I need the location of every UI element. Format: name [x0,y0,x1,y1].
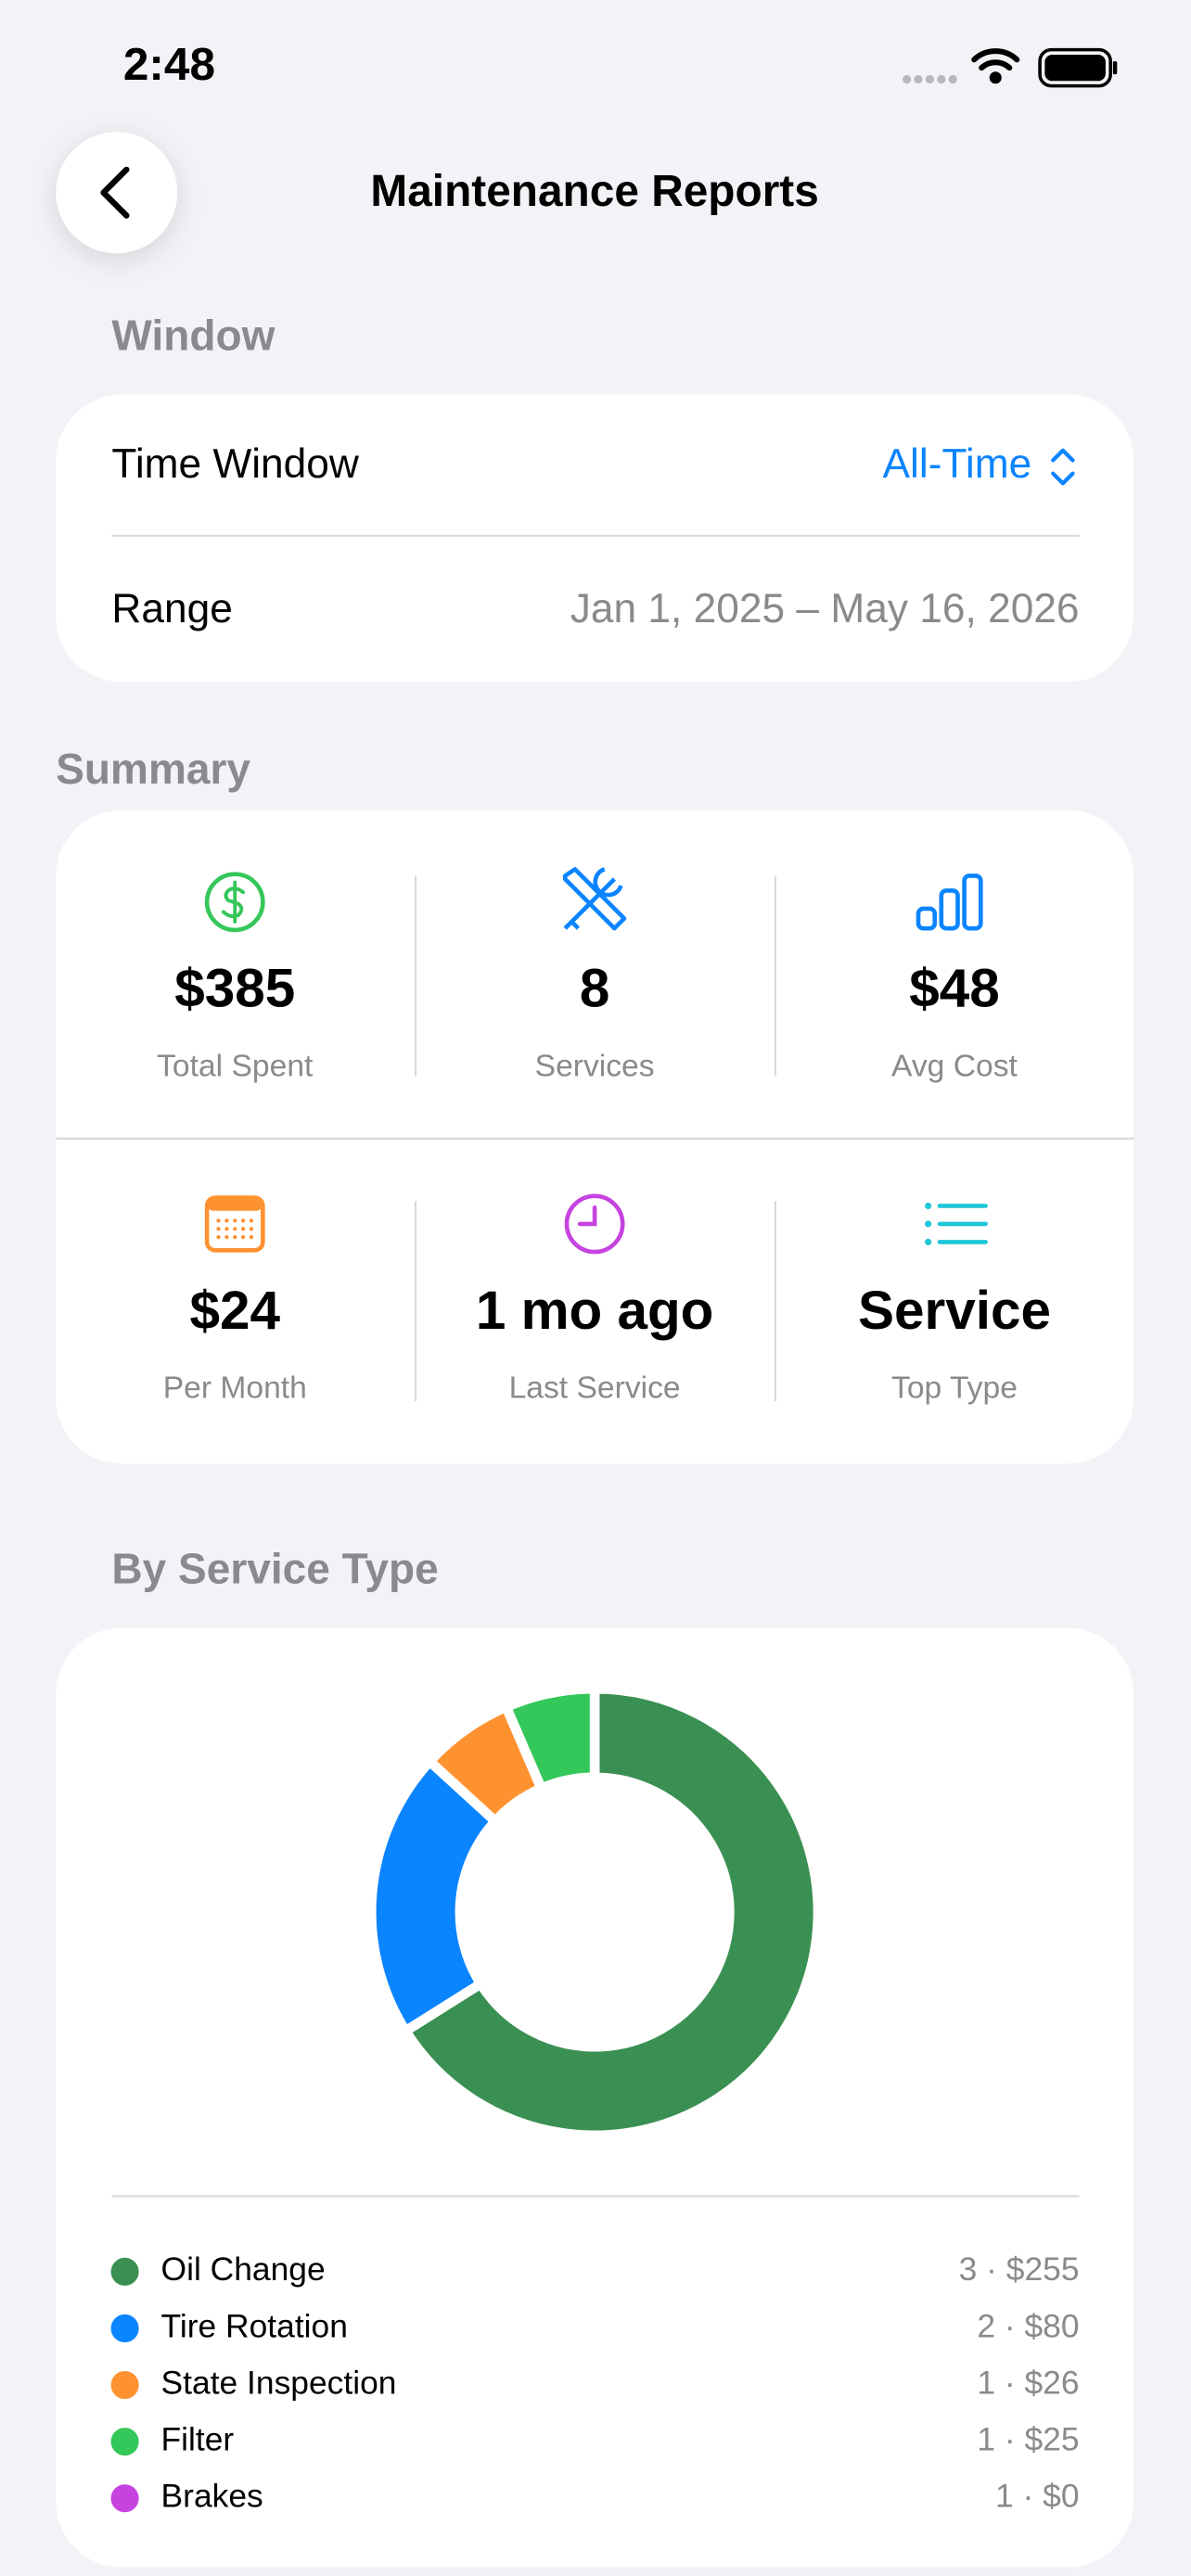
legend-value: 3 · $255 [959,2251,1080,2288]
calendar-dot [233,1227,237,1231]
calendar-dot [216,1227,221,1231]
tile-label: Per Month [163,1371,307,1406]
legend-value: 2 · $80 [977,2307,1079,2344]
clock-icon [564,1193,625,1255]
legend-label: Tire Rotation [161,2307,348,2344]
range-value: Jan 1, 2025 – May 16, 2026 [570,586,1080,631]
calendar-dot [249,1234,254,1240]
calendar-dot [224,1234,229,1240]
bars-icon [939,888,960,931]
tile-value: $24 [190,1281,281,1341]
legend: Oil Change 3 · $255 Tire Rotation 2 · $80 St… [110,2251,1080,2515]
tools-icon [562,867,627,931]
legend-label: Filter [161,2421,235,2458]
tile-value: $385 [174,959,295,1019]
wifi-icon [971,48,1020,84]
calendar-dot [224,1218,229,1223]
status-time: 2:48 [123,38,215,90]
tile-label: Last Service [509,1371,681,1406]
summary-tile: $48 Avg Cost [891,874,1018,1084]
section-heading: Window [111,311,275,359]
picker-chevrons [1051,448,1075,486]
calendar-dot [249,1227,254,1231]
tile-label: Total Spent [157,1050,314,1084]
back-button[interactable] [56,132,178,254]
donut-slice [400,1683,824,2141]
calendar-dot [240,1218,246,1223]
legend-value: 1 · $26 [977,2364,1079,2401]
window-card [56,394,1134,682]
legend-swatch [110,2370,139,2400]
donut-slice [365,1756,501,2036]
legend-swatch [110,2257,139,2286]
legend-swatch [110,2428,139,2456]
tile-value: Service [858,1281,1051,1341]
battery-icon [1038,47,1118,88]
legend-label: Brakes [161,2478,263,2515]
tile-label: Avg Cost [891,1050,1018,1084]
tile-value: 1 mo ago [476,1281,714,1341]
summary-tiles: $385 Total Spent 8 Services $48 Avg Cost $24 Pe… [157,867,1051,1406]
clock-hands [577,1205,597,1227]
section-heading: Summary [56,745,250,793]
calendar-dot [216,1218,221,1223]
bars-icon [962,874,983,931]
legend-swatch [110,2484,139,2513]
section-heading: By Service Type [111,1545,438,1593]
calendar-dot [249,1218,254,1223]
calendar-dot [233,1234,237,1240]
summary-tile: 1 mo ago Last Service [476,1193,714,1406]
row-label: Range [111,586,232,631]
row-label: Time Window [111,441,359,487]
bars-icon [916,906,938,931]
summary-card [56,810,1134,1464]
calendar-dot [224,1227,229,1231]
back-chevron [100,166,130,219]
calendar-dot [240,1227,246,1231]
tile-label: Top Type [891,1371,1018,1406]
legend-swatch [110,2314,139,2343]
header-title: Maintenance Reports [370,167,818,216]
list-dot [925,1238,932,1245]
signal-icon [903,74,957,84]
list-dot [925,1220,932,1228]
calendar-top [207,1197,263,1211]
legend-label: Oil Change [161,2251,326,2288]
dollar-glyph [221,880,246,925]
summary-tile: $385 Total Spent [157,872,314,1084]
summary-tile: Service Top Type [858,1202,1051,1406]
summary-tile: 8 Services [535,867,655,1084]
list-dot [925,1202,932,1209]
legend-value: 1 · $0 [995,2478,1080,2515]
legend-label: State Inspection [161,2364,397,2401]
donut-chart [365,1683,824,2141]
tile-value: 8 [580,959,610,1019]
tile-label: Services [535,1050,655,1084]
dollar-icon [204,872,265,933]
calendar-dot [240,1234,246,1240]
summary-tile: $24 Per Month [163,1195,307,1406]
calendar-dot [216,1234,221,1240]
tile-dividers [415,875,776,1402]
legend-value: 1 · $25 [977,2421,1079,2458]
calendar-dot [233,1218,237,1223]
donut-slice [501,1683,600,1793]
tile-value: $48 [909,959,1000,1019]
time-window-picker[interactable]: All-Time [883,441,1032,487]
